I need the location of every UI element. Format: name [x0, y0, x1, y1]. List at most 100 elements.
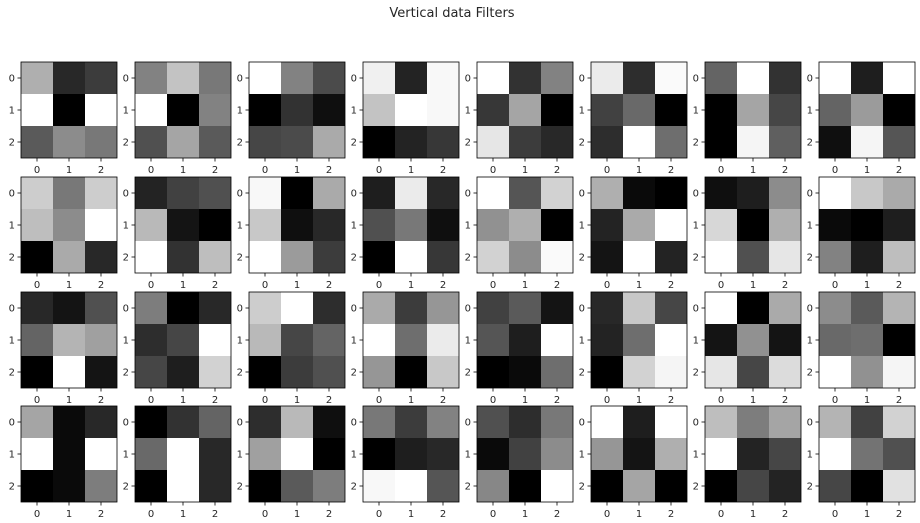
- x-tick-label: 2: [668, 395, 674, 406]
- filter-cell: [623, 241, 655, 273]
- filter-cell: [541, 356, 573, 388]
- filter-cell: [167, 292, 199, 324]
- y-tick-label: 1: [807, 221, 813, 232]
- x-tick-label: 1: [522, 395, 528, 406]
- x-tick-label: 1: [408, 165, 414, 176]
- x-tick-label: 2: [896, 280, 902, 291]
- filter-cell: [477, 470, 509, 502]
- x-tick-label: 0: [262, 509, 268, 520]
- y-tick-label: 0: [237, 418, 243, 429]
- y-tick-label: 2: [807, 482, 813, 493]
- filter-panel: 0 1 2 0 1 2: [123, 405, 232, 520]
- filter-cell: [427, 406, 459, 438]
- x-tick-label: 0: [718, 280, 724, 291]
- x-tick-label: 2: [896, 165, 902, 176]
- filter-cell: [313, 356, 345, 388]
- y-tick-label: 1: [693, 106, 699, 117]
- filter-cell: [21, 241, 53, 273]
- filter-cell: [819, 292, 851, 324]
- x-tick-label: 2: [440, 395, 446, 406]
- x-tick-label: 2: [782, 395, 788, 406]
- x-tick-label: 0: [376, 165, 382, 176]
- filter-cell: [427, 438, 459, 470]
- filter-cell: [655, 406, 687, 438]
- x-tick-label: 0: [718, 165, 724, 176]
- filter-cell: [623, 470, 655, 502]
- filter-cell: [769, 62, 801, 94]
- filter-cell: [135, 324, 167, 356]
- x-tick-label: 2: [212, 509, 218, 520]
- y-tick-label: 2: [9, 253, 15, 264]
- filter-cell: [199, 406, 231, 438]
- filter-cell: [541, 62, 573, 94]
- filter-cell: [591, 292, 623, 324]
- filter-cell: [199, 209, 231, 241]
- filter-panel: 0 1 2 0 1 2: [693, 291, 802, 406]
- filter-cell: [427, 470, 459, 502]
- filter-cell: [281, 356, 313, 388]
- filter-cell: [509, 406, 541, 438]
- y-tick-label: 2: [693, 253, 699, 264]
- filter-cell: [427, 62, 459, 94]
- filter-cell: [281, 470, 313, 502]
- filter-cell: [655, 94, 687, 126]
- x-tick-label: 1: [180, 509, 186, 520]
- filter-cell: [819, 406, 851, 438]
- x-tick-label: 1: [180, 165, 186, 176]
- filter-cell: [427, 126, 459, 158]
- y-tick-label: 1: [693, 221, 699, 232]
- filter-cell: [655, 470, 687, 502]
- x-tick-label: 1: [864, 165, 870, 176]
- filter-cell: [199, 470, 231, 502]
- filter-cell: [53, 356, 85, 388]
- x-tick-label: 2: [212, 395, 218, 406]
- filter-cell: [395, 438, 427, 470]
- x-tick-label: 0: [34, 165, 40, 176]
- filter-cell: [737, 177, 769, 209]
- filter-cell: [135, 209, 167, 241]
- filter-cell: [623, 356, 655, 388]
- filter-cell: [737, 62, 769, 94]
- filter-panel: 0 1 2 0 1 2: [465, 291, 574, 406]
- y-tick-label: 2: [123, 482, 129, 493]
- filter-cell: [21, 126, 53, 158]
- y-tick-label: 1: [351, 106, 357, 117]
- filter-panel: 0 1 2 0 1 2: [579, 291, 688, 406]
- filter-cell: [623, 94, 655, 126]
- y-tick-label: 1: [123, 106, 129, 117]
- filter-cell: [313, 438, 345, 470]
- y-tick-label: 1: [237, 221, 243, 232]
- filter-cell: [199, 292, 231, 324]
- filter-cell: [591, 356, 623, 388]
- filter-cell: [591, 470, 623, 502]
- filter-cell: [167, 356, 199, 388]
- x-tick-label: 0: [490, 395, 496, 406]
- filter-cell: [281, 94, 313, 126]
- filter-panel: 0 1 2 0 1 2: [9, 405, 118, 520]
- filter-panel: 0 1 2 0 1 2: [351, 61, 460, 176]
- filter-cell: [883, 470, 915, 502]
- x-tick-label: 1: [864, 395, 870, 406]
- y-tick-label: 0: [465, 304, 471, 315]
- x-tick-label: 0: [376, 395, 382, 406]
- filter-cell: [509, 177, 541, 209]
- filter-cell: [281, 209, 313, 241]
- x-tick-label: 1: [66, 509, 72, 520]
- filter-cell: [769, 177, 801, 209]
- filter-cell: [819, 241, 851, 273]
- filter-cell: [85, 356, 117, 388]
- y-tick-label: 1: [693, 336, 699, 347]
- filter-cell: [883, 324, 915, 356]
- y-tick-label: 0: [9, 74, 15, 85]
- y-tick-label: 1: [465, 336, 471, 347]
- filter-cell: [477, 406, 509, 438]
- filter-cell: [541, 438, 573, 470]
- y-tick-label: 0: [807, 304, 813, 315]
- filter-panel: 0 1 2 0 1 2: [9, 176, 118, 291]
- filter-cell: [363, 126, 395, 158]
- filter-cell: [21, 209, 53, 241]
- filter-cell: [167, 324, 199, 356]
- filter-cell: [509, 209, 541, 241]
- filter-cell: [737, 94, 769, 126]
- y-tick-label: 2: [123, 368, 129, 379]
